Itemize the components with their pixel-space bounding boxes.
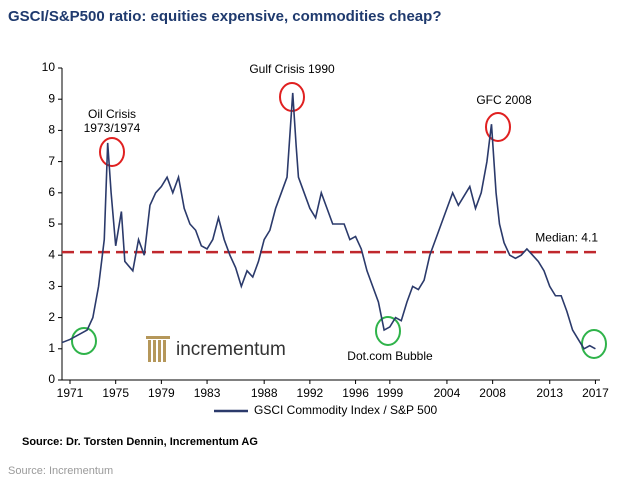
legend-label: GSCI Commodity Index / S&P 500 [254, 403, 438, 417]
y-tick-label: 7 [48, 154, 55, 168]
y-tick-label: 4 [48, 247, 55, 261]
peak-circle [99, 137, 125, 167]
y-tick-label: 0 [48, 372, 55, 386]
x-tick-label: 2013 [536, 386, 563, 400]
annotation: Dot.com Bubble [347, 349, 433, 363]
x-tick-label: 1988 [251, 386, 278, 400]
low-circle [375, 316, 401, 346]
x-tick-label: 1996 [342, 386, 369, 400]
annotation: Oil Crisis [88, 107, 136, 121]
x-tick-label: 2004 [434, 386, 461, 400]
logo-icon [146, 336, 170, 362]
peak-circle [485, 112, 511, 142]
x-tick-label: 2017 [582, 386, 609, 400]
y-tick-label: 2 [48, 310, 55, 324]
caption: Source: Incrementum [8, 465, 113, 477]
circles [71, 82, 607, 359]
y-tick-label: 9 [48, 91, 55, 105]
y-tick-label: 6 [48, 185, 55, 199]
source: Source: Dr. Torsten Dennin, Incrementum … [22, 436, 258, 448]
x-tick-label: 1971 [57, 386, 84, 400]
x-tick-label: 1975 [102, 386, 129, 400]
series-line [61, 92, 596, 350]
y-tick-label: 10 [42, 60, 56, 74]
chart-title: GSCI/S&P500 ratio: equities expensive, c… [8, 8, 441, 25]
x-tick-label: 1979 [148, 386, 175, 400]
annotation: GFC 2008 [476, 93, 532, 107]
low-circle [581, 329, 607, 359]
logo: incrementum [176, 339, 286, 360]
x-tick-label: 1992 [297, 386, 324, 400]
x-tick-label: 1983 [194, 386, 221, 400]
y-tick-label: 8 [48, 123, 55, 137]
y-tick-label: 1 [48, 341, 55, 355]
y-tick-label: 5 [48, 216, 55, 230]
median-label: Median: 4.1 [535, 230, 598, 244]
low-circle [71, 327, 97, 355]
x-tick-label: 2008 [479, 386, 506, 400]
y-tick-label: 3 [48, 279, 55, 293]
annotation: Gulf Crisis 1990 [249, 62, 335, 76]
x-tick-label: 1999 [376, 386, 403, 400]
annotation: 1973/1974 [84, 121, 141, 135]
